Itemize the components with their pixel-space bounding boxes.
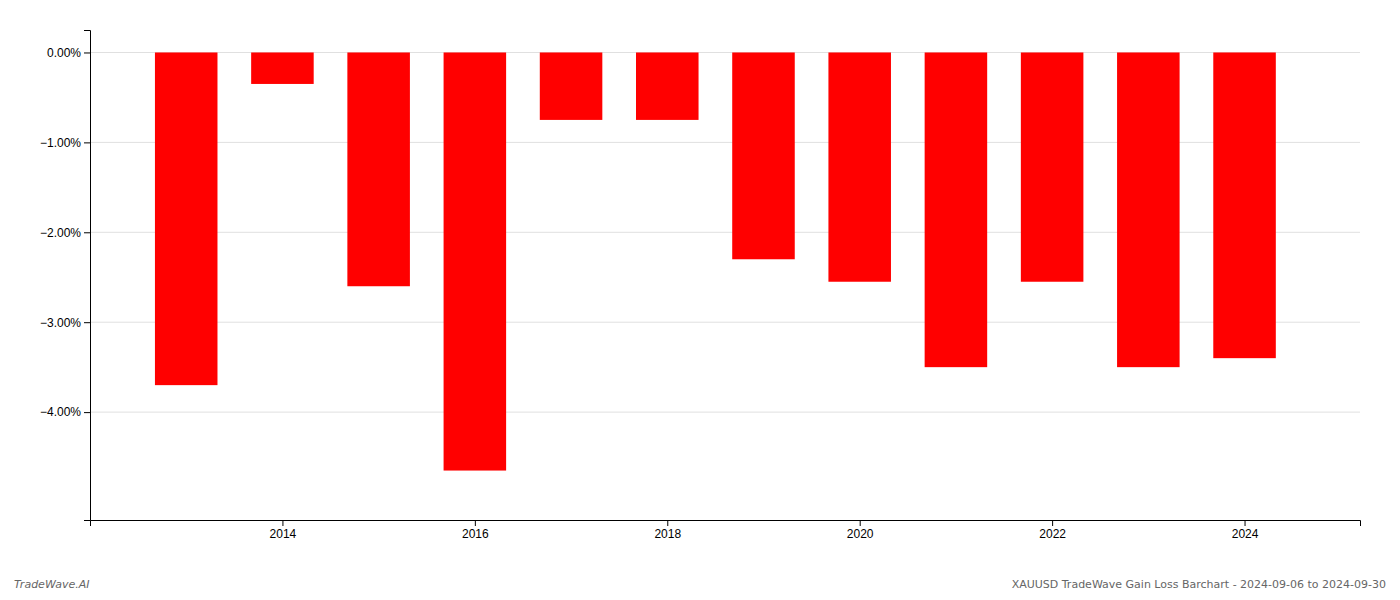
- chart: 2014 2016 2018 2020 2022 2024 0.00% −1.00% −2.00…: [0, 0, 1400, 600]
- tick: 2020: [847, 520, 874, 541]
- bar: [347, 52, 410, 286]
- tick-mark: [475, 520, 476, 526]
- tick-label: 2022: [1039, 527, 1066, 541]
- plot: 2014 2016 2018 2020 2022 2024 0.00% −1.00% −2.00…: [40, 31, 1361, 541]
- bar: [444, 52, 507, 470]
- tick: 2014: [270, 520, 297, 541]
- tick-mark: [84, 142, 90, 143]
- axis-line: [91, 521, 1361, 527]
- tick-mark: [282, 520, 283, 526]
- bar: [540, 52, 603, 119]
- tick-mark: [84, 52, 90, 53]
- tick: −4.00%: [40, 405, 90, 419]
- footer-text: XAUUSD TradeWave Gain Loss Barchart - 20…: [1012, 578, 1386, 591]
- x-axis: 2014 2016 2018 2020 2022 2024: [91, 520, 1361, 541]
- bar: [828, 52, 891, 281]
- tick-label: 0.00%: [47, 46, 81, 60]
- bar: [251, 52, 314, 83]
- tick-mark: [84, 322, 90, 323]
- tick: −3.00%: [40, 316, 90, 330]
- tick-mark: [84, 412, 90, 413]
- bar: [925, 52, 988, 367]
- tick-label: −3.00%: [40, 316, 81, 330]
- axis-line: [84, 31, 91, 521]
- tick-label: −4.00%: [40, 405, 81, 419]
- tick: 2018: [654, 520, 681, 541]
- tick-label: 2018: [654, 527, 681, 541]
- tick-mark: [667, 520, 668, 526]
- bars: [155, 52, 1276, 470]
- tick-label: 2014: [270, 527, 297, 541]
- footer-text: TradeWave.AI: [14, 578, 89, 591]
- grid-line: [90, 412, 1360, 413]
- tick-mark: [84, 232, 90, 233]
- tick: −2.00%: [40, 226, 90, 240]
- tick-label: −1.00%: [40, 136, 81, 150]
- tick: −1.00%: [40, 136, 90, 150]
- grid: [90, 52, 1360, 412]
- tick-label: −2.00%: [40, 226, 81, 240]
- tick: 2022: [1039, 520, 1066, 541]
- bar: [1213, 52, 1276, 358]
- tick-label: 2020: [847, 527, 874, 541]
- bar: [155, 52, 218, 385]
- tick-label: 2016: [462, 527, 489, 541]
- bar: [636, 52, 699, 119]
- tick-mark: [860, 520, 861, 526]
- bar: [1117, 52, 1180, 367]
- bar: [1021, 52, 1084, 281]
- bar: [732, 52, 795, 259]
- tick-mark: [1052, 520, 1053, 526]
- tick-label: 2024: [1232, 527, 1259, 541]
- y-axis: 0.00% −1.00% −2.00% −3.00% −4.00%: [40, 31, 91, 521]
- tick: 2016: [462, 520, 489, 541]
- tick: 0.00%: [47, 46, 90, 60]
- tick-mark: [1245, 520, 1246, 526]
- tick: 2024: [1232, 520, 1259, 541]
